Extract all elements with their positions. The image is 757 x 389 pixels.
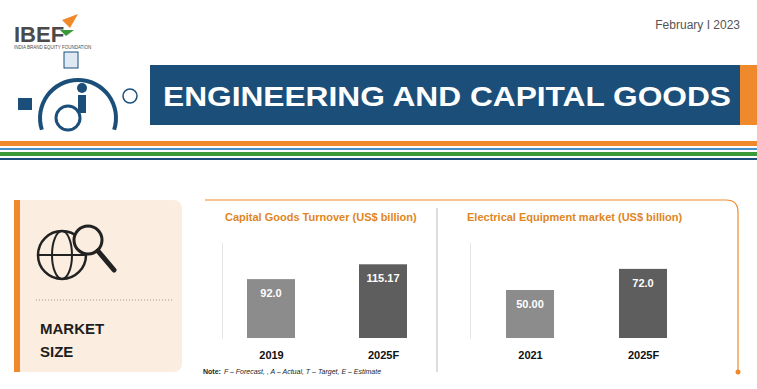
magnifier-handle <box>98 251 114 270</box>
chart: Capital Goods Turnover (US$ billion) 92.0… <box>223 211 418 361</box>
y-axis <box>470 243 471 339</box>
stripe <box>0 141 757 146</box>
panel-label: SIZE <box>40 343 73 360</box>
data-label: 115.17 <box>366 272 399 284</box>
chart-separator <box>437 208 438 372</box>
bar <box>506 290 554 338</box>
data-labels: 50.00 72.0 <box>516 277 653 310</box>
frame-line <box>205 200 738 372</box>
chart: Electrical Equipment market (US$ billion… <box>467 211 682 361</box>
bar <box>359 264 407 338</box>
icon-box <box>18 98 32 110</box>
x-tick: 2025F <box>628 338 659 361</box>
x-tick: 2025F <box>368 338 399 361</box>
header-icon <box>18 52 137 130</box>
data-label: 92.0 <box>260 287 281 299</box>
logo-swoosh <box>62 14 78 28</box>
note-label: Note: <box>203 368 221 375</box>
x-tick: 2021 <box>518 338 542 361</box>
logo-subtitle: INDIA BRAND EQUITY FOUNDATION <box>14 45 91 50</box>
icon-person <box>77 83 87 93</box>
chart-frame <box>205 200 741 375</box>
stripe <box>0 158 757 160</box>
stripe <box>0 152 757 156</box>
stripe <box>0 148 757 150</box>
x-tick-label: 2025F <box>628 349 659 361</box>
bars <box>506 269 667 338</box>
panel-accent <box>14 200 20 372</box>
x-axis: 2019 2025F <box>259 338 399 361</box>
icon-coin <box>123 89 137 103</box>
panel-label: MARKET <box>40 320 104 337</box>
note: Note:F – Forecast, , A – Actual, T – Tar… <box>203 368 381 376</box>
date: February I 2023 <box>655 18 740 32</box>
market-size-panel: MARKET SIZE <box>14 200 182 372</box>
x-axis-line <box>272 338 384 339</box>
logo: IBEF <box>14 22 64 47</box>
data-labels: 92.0 115.17 <box>260 272 399 299</box>
x-axis: 2021 2025F <box>518 338 659 361</box>
chart-title: Capital Goods Turnover (US$ billion) <box>225 211 417 223</box>
bars <box>247 264 407 338</box>
bar <box>247 279 295 338</box>
icon-doc <box>64 52 78 68</box>
y-axis-line <box>222 243 223 339</box>
x-tick-label: 2021 <box>518 349 542 361</box>
bar <box>619 269 667 338</box>
data-label: 72.0 <box>632 277 653 289</box>
panel-bg <box>14 200 182 372</box>
globe-equator <box>38 254 86 256</box>
note-text: F – Forecast, , A – Actual, T – Target, … <box>224 368 381 376</box>
banner-title: ENGINEERING AND CAPITAL GOODS <box>163 82 731 112</box>
icon-arc <box>38 78 118 130</box>
x-axis-line <box>531 338 644 339</box>
icon-gear <box>56 106 80 130</box>
chart-title: Electrical Equipment market (US$ billion… <box>467 211 682 223</box>
icon-body <box>78 95 86 113</box>
frame-dot <box>736 370 741 375</box>
data-label: 50.00 <box>516 298 544 310</box>
x-tick: 2019 <box>259 338 283 361</box>
panel-divider <box>36 300 172 301</box>
page: IBEFINDIA BRAND EQUITY FOUNDATION Februar… <box>0 0 757 389</box>
header: IBEFINDIA BRAND EQUITY FOUNDATION Februar… <box>0 14 757 160</box>
y-axis-line <box>470 243 471 339</box>
banner-accent <box>740 65 757 125</box>
banner <box>150 65 740 125</box>
logo-swoosh-green <box>60 30 74 36</box>
x-tick-label: 2025F <box>368 349 399 361</box>
y-axis <box>222 243 223 339</box>
x-tick-label: 2019 <box>259 349 283 361</box>
